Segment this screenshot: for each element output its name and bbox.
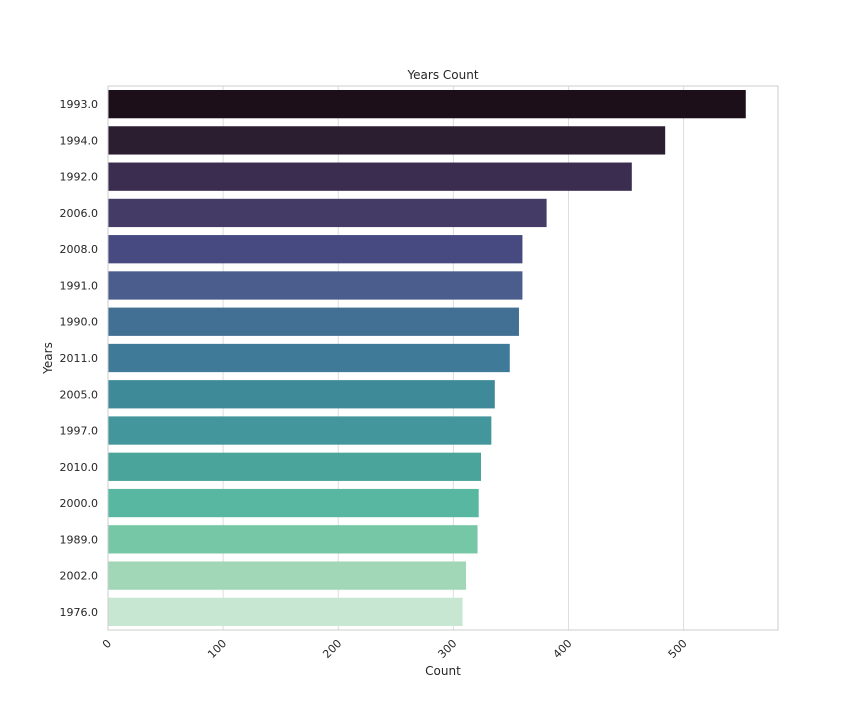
bar-1990.0 xyxy=(108,307,519,336)
bar-2005.0 xyxy=(108,380,495,409)
y-tick-label: 1994.0 xyxy=(60,134,99,147)
bar-1991.0 xyxy=(108,271,523,300)
x-tick-label: 100 xyxy=(205,637,229,661)
y-tick-label: 2000.0 xyxy=(60,497,99,510)
bar-2010.0 xyxy=(108,452,481,481)
bars xyxy=(108,89,746,627)
bar-1997.0 xyxy=(108,416,492,445)
y-tick-label: 2011.0 xyxy=(60,352,99,365)
y-tick-label: 2008.0 xyxy=(60,243,99,256)
y-tick-label: 1993.0 xyxy=(60,98,99,111)
bar-2002.0 xyxy=(108,561,467,590)
x-axis-title: Count xyxy=(425,664,461,678)
y-tick-labels: 1993.0 1994.0 1992.0 2006.0 2008.0 1991.0 1990… xyxy=(60,98,99,619)
bar-1994.0 xyxy=(108,126,666,155)
y-tick-label: 1991.0 xyxy=(60,279,99,292)
y-tick-label: 2006.0 xyxy=(60,207,99,220)
x-tick-label: 200 xyxy=(320,637,344,661)
x-tick-label: 0 xyxy=(100,637,114,651)
y-tick-label: 1989.0 xyxy=(60,533,99,546)
y-tick-label: 1976.0 xyxy=(60,606,99,619)
plot-frame xyxy=(107,85,779,631)
bar-1993.0 xyxy=(108,89,746,119)
y-axis-title: Years xyxy=(41,342,55,375)
x-tick-labels: 0 100 200 300 400 500 xyxy=(100,637,690,661)
x-tick-label: 300 xyxy=(435,637,459,661)
x-tick-label: 400 xyxy=(551,637,575,661)
x-tick-label: 500 xyxy=(666,637,690,661)
bar-2008.0 xyxy=(108,235,523,264)
bar-2006.0 xyxy=(108,198,547,228)
bar-1992.0 xyxy=(108,162,632,191)
bar-1989.0 xyxy=(108,525,478,554)
chart-title: Years Count xyxy=(406,68,478,82)
y-tick-label: 1990.0 xyxy=(60,316,99,329)
bar-2011.0 xyxy=(108,343,510,373)
y-tick-label: 1997.0 xyxy=(60,425,99,438)
y-tick-label: 2005.0 xyxy=(60,388,99,401)
bar-1976.0 xyxy=(108,597,463,627)
y-tick-label: 2002.0 xyxy=(60,570,99,583)
y-tick-label: 1992.0 xyxy=(60,171,99,184)
bar-2000.0 xyxy=(108,488,479,518)
y-tick-label: 2010.0 xyxy=(60,461,99,474)
